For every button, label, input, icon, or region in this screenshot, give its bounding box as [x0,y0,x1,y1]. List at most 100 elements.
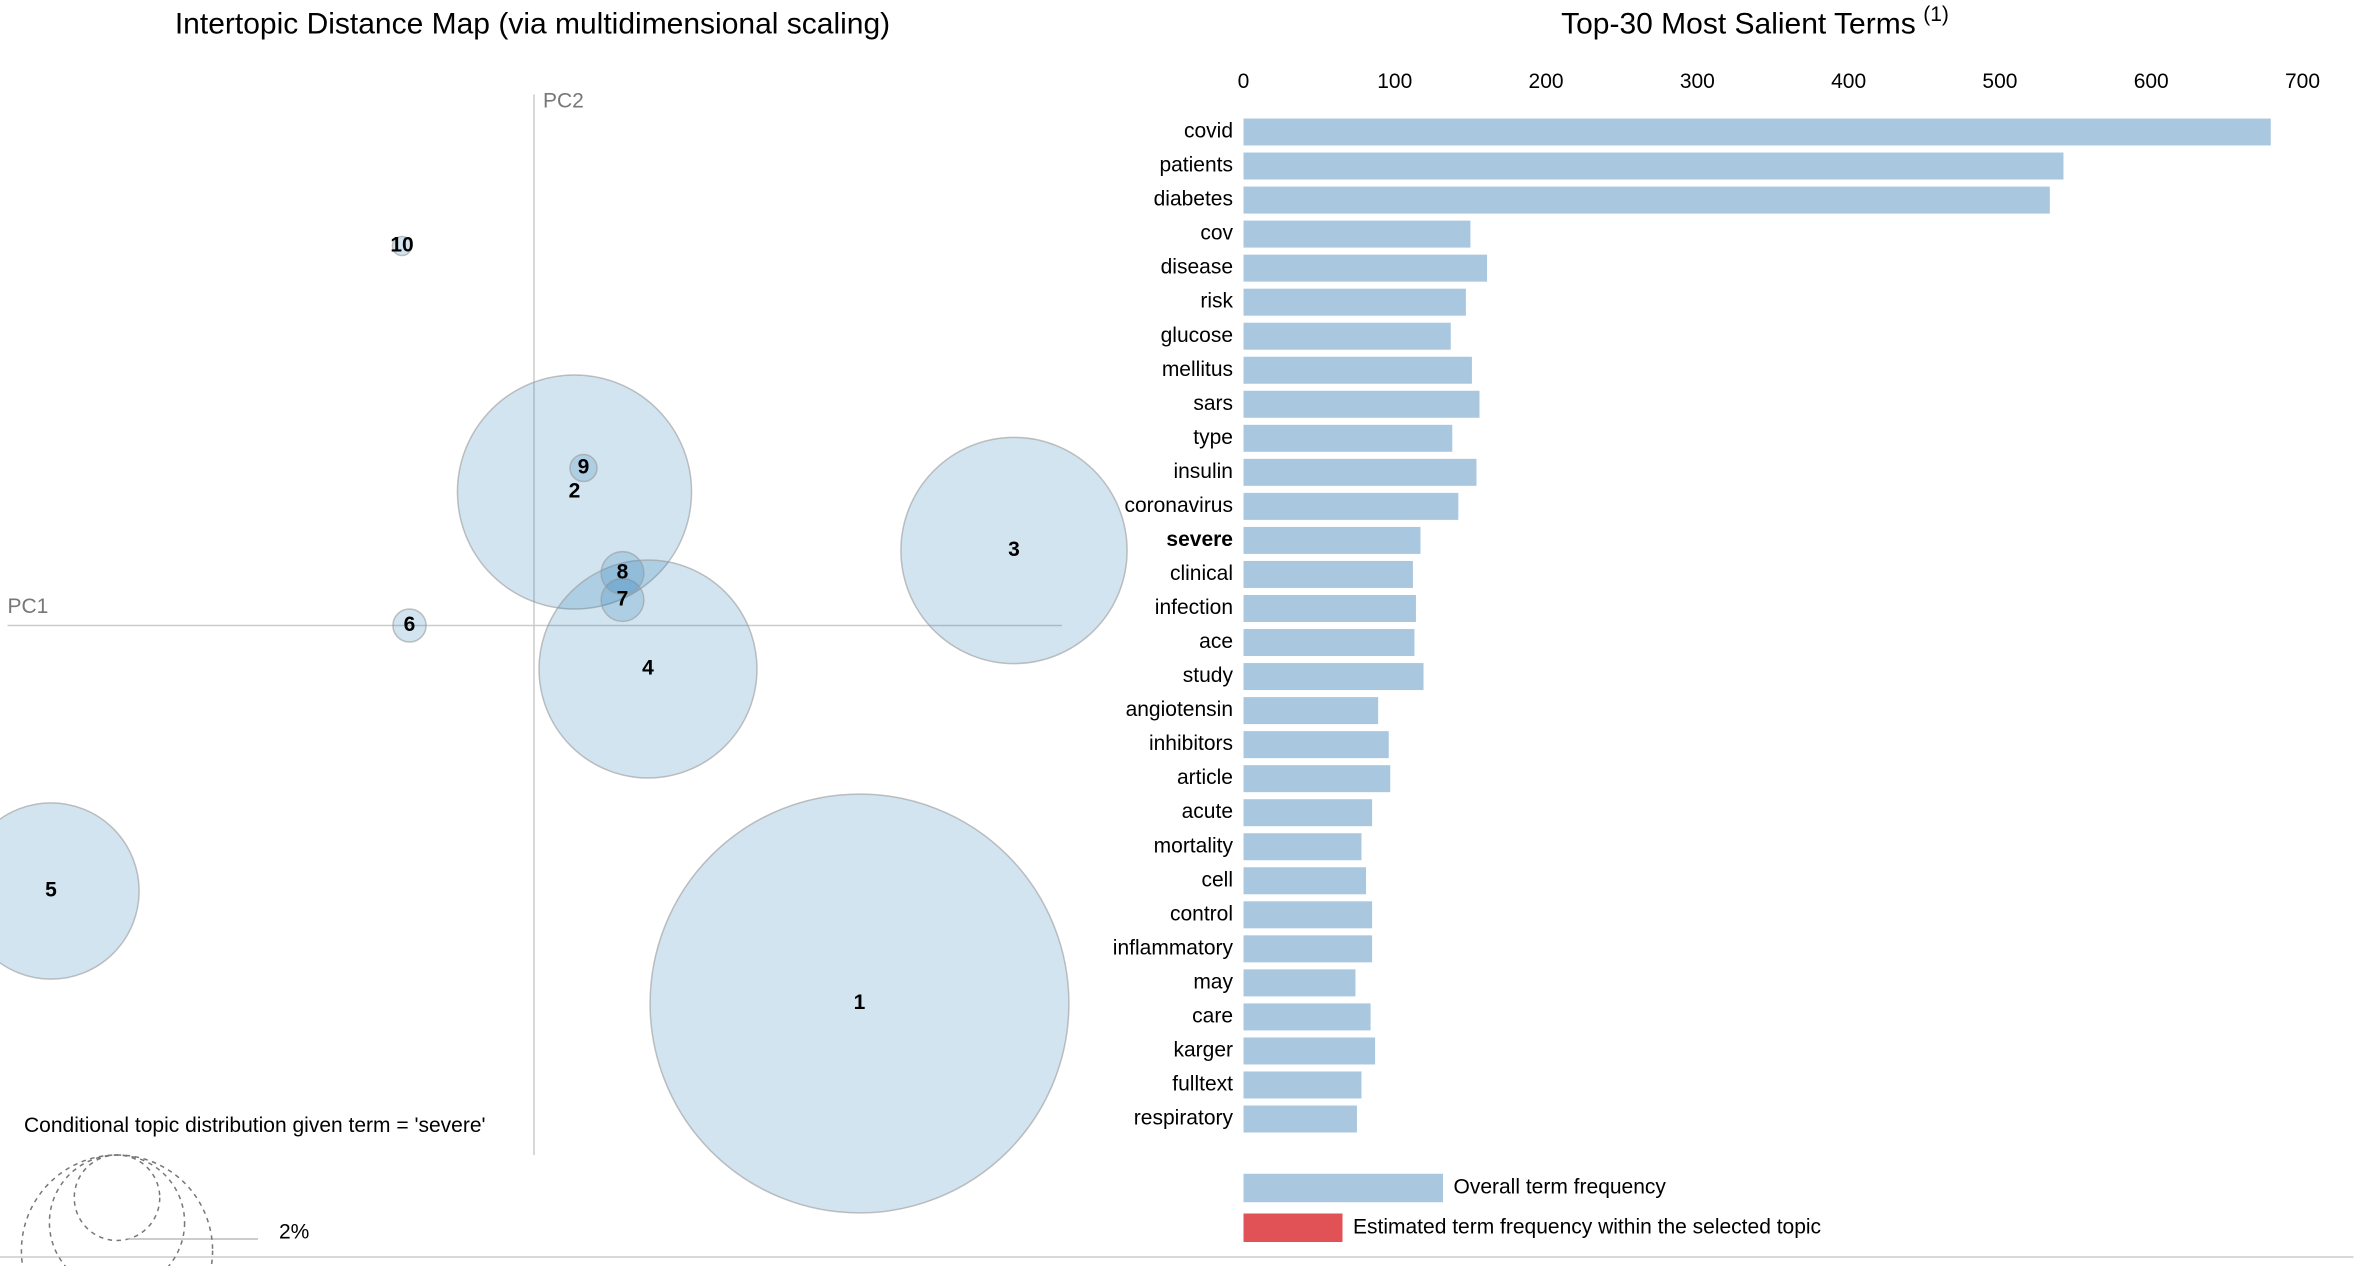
legend-label: Overall term frequency [1454,1176,1667,1199]
bar [1243,731,1389,759]
term-label: insulin [1173,460,1233,483]
bar [1243,118,2271,146]
bar [1243,901,1373,929]
bar [1243,526,1421,554]
bar [1243,424,1453,452]
term-label: disease [1161,256,1233,279]
topic-label: 3 [1008,538,1020,561]
x-axis-label: PC1 [8,595,49,618]
legend-label: Estimated term frequency within the sele… [1353,1215,1821,1238]
legend-swatch [1243,1173,1443,1203]
bar [1243,1071,1362,1099]
term-label: acute [1182,800,1233,823]
topic-label: 6 [404,613,416,636]
size-legend-circle [20,1154,214,1266]
topic-bubble [600,550,645,596]
layout: Intertopic Distance Map (via multidimens… [0,3,2354,1266]
x-tick-label: 400 [1831,70,1866,93]
bar [1243,1003,1371,1031]
term-label: inflammatory [1113,936,1234,959]
bar [1243,833,1362,861]
x-tick-label: 300 [1680,70,1715,93]
bar [1243,1037,1376,1065]
term-label: may [1193,970,1233,993]
term-label: glucose [1161,324,1233,347]
x-tick-label: 100 [1377,70,1412,93]
bar [1243,935,1373,963]
size-legend-label: 2% [279,1221,309,1244]
size-legend-circle [73,1154,161,1242]
bar [1243,799,1373,827]
term-label: coronavirus [1124,494,1233,517]
term-label: infection [1155,596,1233,619]
topic-bubble [391,235,413,257]
term-label: karger [1173,1038,1233,1061]
term-label: sars [1193,392,1233,415]
bar-title-text: Top-30 Most Salient Terms [1561,7,1916,40]
bar [1243,288,1466,316]
term-label: fulltext [1172,1073,1233,1096]
topic-bubble [538,559,758,779]
bar [1243,867,1367,895]
term-label: mortality [1154,834,1234,857]
term-label: risk [1200,290,1233,313]
x-tick-label: 200 [1529,70,1564,93]
topic-bubble [649,793,1070,1214]
bar [1243,594,1416,622]
term-label: clinical [1170,562,1233,585]
bar [1243,186,2050,214]
legend-swatch [1243,1213,1343,1242]
term-label: covid [1184,120,1233,143]
bar [1243,560,1413,588]
term-label: cell [1201,868,1233,891]
term-label: inhibitors [1149,732,1233,755]
topic-bubble [569,453,598,483]
term-label: ace [1199,630,1233,653]
bar [1243,765,1391,793]
bar [1243,390,1480,418]
bar [1243,356,1472,384]
topic-label: 8 [617,561,629,584]
topic-bubble [900,436,1128,665]
term-label: care [1192,1004,1233,1027]
bar [1243,322,1451,350]
term-label: mellitus [1162,358,1233,381]
term-label: diabetes [1154,188,1233,211]
bar [1243,254,1488,282]
bar [1243,220,1471,248]
bar [1243,152,2064,180]
bar [1243,1105,1357,1133]
topic-bubble [600,577,645,623]
term-label: article [1177,766,1233,789]
bar [1243,697,1379,725]
bar-title: Top-30 Most Salient Terms (1) [1561,3,1949,41]
x-tick-label: 700 [2285,70,2320,93]
term-label: angiotensin [1126,698,1233,721]
size-legend-circle [48,1154,186,1266]
topic-label: 5 [45,879,57,902]
topic-label: 9 [578,456,590,479]
term-label: respiratory [1134,1107,1234,1130]
topic-bubble [456,374,693,610]
bar [1243,663,1424,691]
x-tick-label: 600 [2134,70,2169,93]
term-label: control [1170,902,1233,925]
topic-label: 10 [390,234,413,257]
annotation: Conditional topic distribution given ter… [24,1114,486,1137]
topic-bubble [0,802,140,980]
term-label: patients [1159,154,1233,177]
x-tick-label: 0 [1238,70,1250,93]
bar [1243,629,1415,657]
bar [1243,492,1459,520]
topic-label: 1 [854,991,866,1014]
term-label: severe [1166,528,1233,551]
map-title: Intertopic Distance Map (via multidimens… [175,7,890,40]
bar-title-sup: (1) [1923,3,1949,26]
topic-bubble [392,608,427,643]
topic-label: 4 [642,657,654,680]
topic-label: 7 [617,588,629,611]
x-tick-label: 500 [1982,70,2017,93]
bar [1243,458,1477,486]
